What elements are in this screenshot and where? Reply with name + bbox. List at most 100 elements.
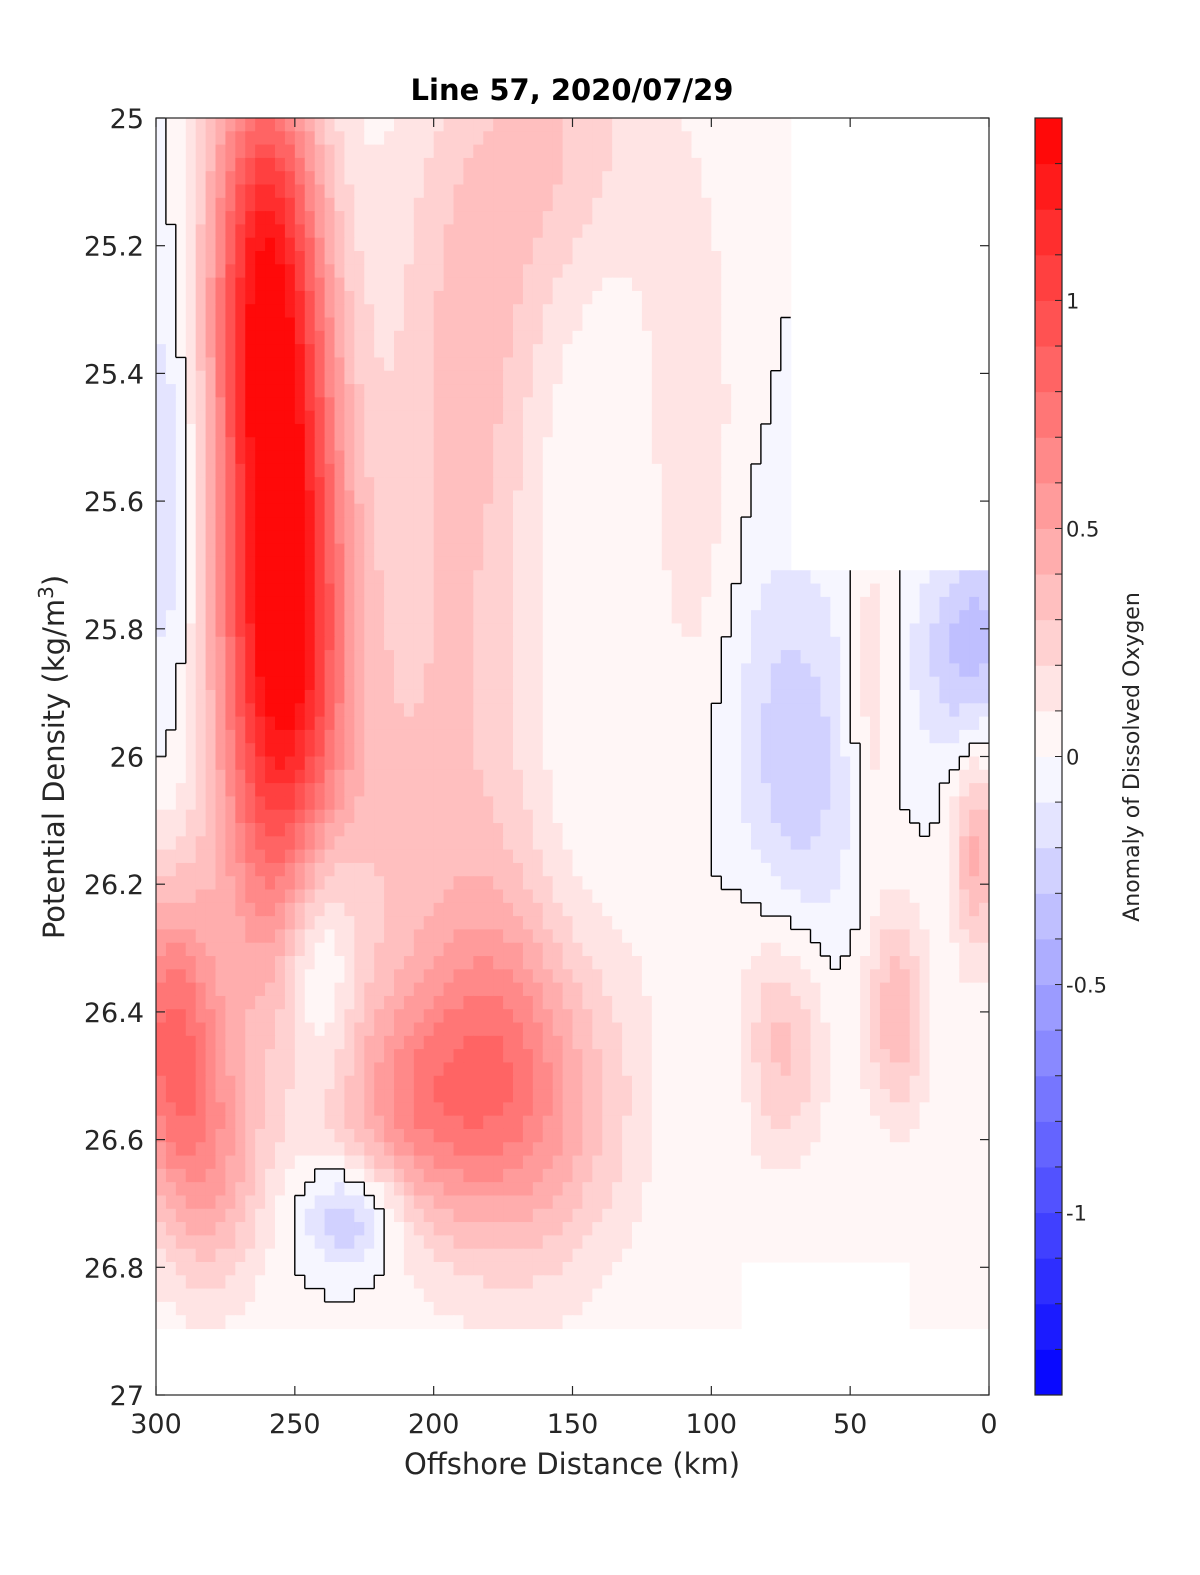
field-cell xyxy=(374,743,385,758)
field-cell xyxy=(651,157,663,172)
field-cell xyxy=(899,636,911,651)
field-cell xyxy=(463,184,474,199)
field-cell xyxy=(622,490,633,505)
field-cell xyxy=(760,876,772,891)
field-cell xyxy=(840,769,851,784)
field-cell xyxy=(592,716,603,731)
field-cell xyxy=(324,530,336,545)
field-cell xyxy=(959,783,970,797)
field-cell xyxy=(751,849,762,864)
field-cell xyxy=(215,144,227,159)
field-cell xyxy=(760,357,772,372)
field-cell xyxy=(582,211,593,226)
field-cell xyxy=(651,995,663,1010)
field-cell xyxy=(433,743,445,758)
field-cell xyxy=(513,823,524,837)
field-cell xyxy=(870,956,881,970)
field-cell xyxy=(165,756,177,771)
field-cell xyxy=(493,197,504,212)
field-cell xyxy=(443,889,455,904)
field-cell xyxy=(979,956,989,970)
field-cell xyxy=(622,463,633,478)
field-cell xyxy=(175,277,187,292)
field-cell xyxy=(394,290,405,305)
field-cell xyxy=(542,304,554,319)
field-cell xyxy=(314,703,326,718)
field-cell xyxy=(185,982,197,997)
field-cell xyxy=(304,384,316,398)
field-cell xyxy=(651,823,663,837)
field-cell xyxy=(701,397,712,412)
field-cell xyxy=(483,610,494,625)
field-cell xyxy=(245,796,256,811)
field-cell xyxy=(215,610,227,625)
field-cell xyxy=(195,397,207,412)
field-cell xyxy=(889,862,901,877)
field-cell xyxy=(205,716,217,731)
field-cell xyxy=(225,1009,236,1024)
field-cell xyxy=(156,570,167,585)
field-cell xyxy=(711,197,722,212)
field-cell xyxy=(403,969,415,984)
field-cell xyxy=(879,663,891,678)
field-cell xyxy=(324,211,336,226)
field-cell xyxy=(671,144,683,159)
field-cell xyxy=(840,623,851,638)
field-cell xyxy=(374,663,385,678)
field-cell xyxy=(473,423,484,438)
field-cell xyxy=(394,796,405,811)
field-cell xyxy=(453,370,465,385)
field-cell xyxy=(225,756,236,771)
field-cell xyxy=(592,503,603,518)
field-cell xyxy=(423,689,435,704)
field-cell xyxy=(562,463,574,478)
field-cell xyxy=(542,330,554,345)
field-cell xyxy=(205,623,217,638)
field-cell xyxy=(473,384,484,398)
field-cell xyxy=(364,743,375,758)
field-cell xyxy=(384,596,395,611)
field-cell xyxy=(225,596,236,611)
field-cell xyxy=(284,729,296,744)
field-cell xyxy=(572,530,584,545)
field-cell xyxy=(691,423,703,438)
field-cell xyxy=(175,410,187,425)
field-cell xyxy=(542,956,554,970)
field-cell xyxy=(622,942,633,957)
field-cell xyxy=(443,809,455,824)
field-cell xyxy=(542,224,554,239)
field-cell xyxy=(671,384,683,398)
field-cell xyxy=(175,384,187,398)
field-cell xyxy=(265,503,276,518)
field-cell xyxy=(235,197,246,212)
field-cell xyxy=(354,264,365,279)
field-cell xyxy=(770,517,782,531)
field-cell xyxy=(413,171,425,186)
field-cell xyxy=(800,650,812,664)
field-cell xyxy=(879,570,891,585)
field-cell xyxy=(384,317,395,332)
field-cell xyxy=(909,596,921,611)
field-cell xyxy=(423,211,435,226)
field-cell xyxy=(552,197,564,212)
field-cell xyxy=(384,556,395,571)
field-cell xyxy=(532,783,544,797)
field-cell xyxy=(731,769,742,784)
field-cell xyxy=(284,929,296,944)
field-cell xyxy=(562,583,574,598)
field-cell xyxy=(433,796,445,811)
field-cell xyxy=(364,556,375,571)
field-cell xyxy=(304,517,316,531)
field-cell xyxy=(433,131,445,146)
field-cell xyxy=(840,796,851,811)
field-cell xyxy=(909,703,921,718)
field-cell xyxy=(592,783,603,797)
field-cell xyxy=(215,304,227,319)
field-cell xyxy=(641,211,653,226)
field-cell xyxy=(959,636,970,651)
field-cell xyxy=(493,783,504,797)
field-cell xyxy=(453,889,465,904)
field-cell xyxy=(255,876,266,891)
field-cell xyxy=(265,211,276,226)
field-cell xyxy=(275,423,286,438)
